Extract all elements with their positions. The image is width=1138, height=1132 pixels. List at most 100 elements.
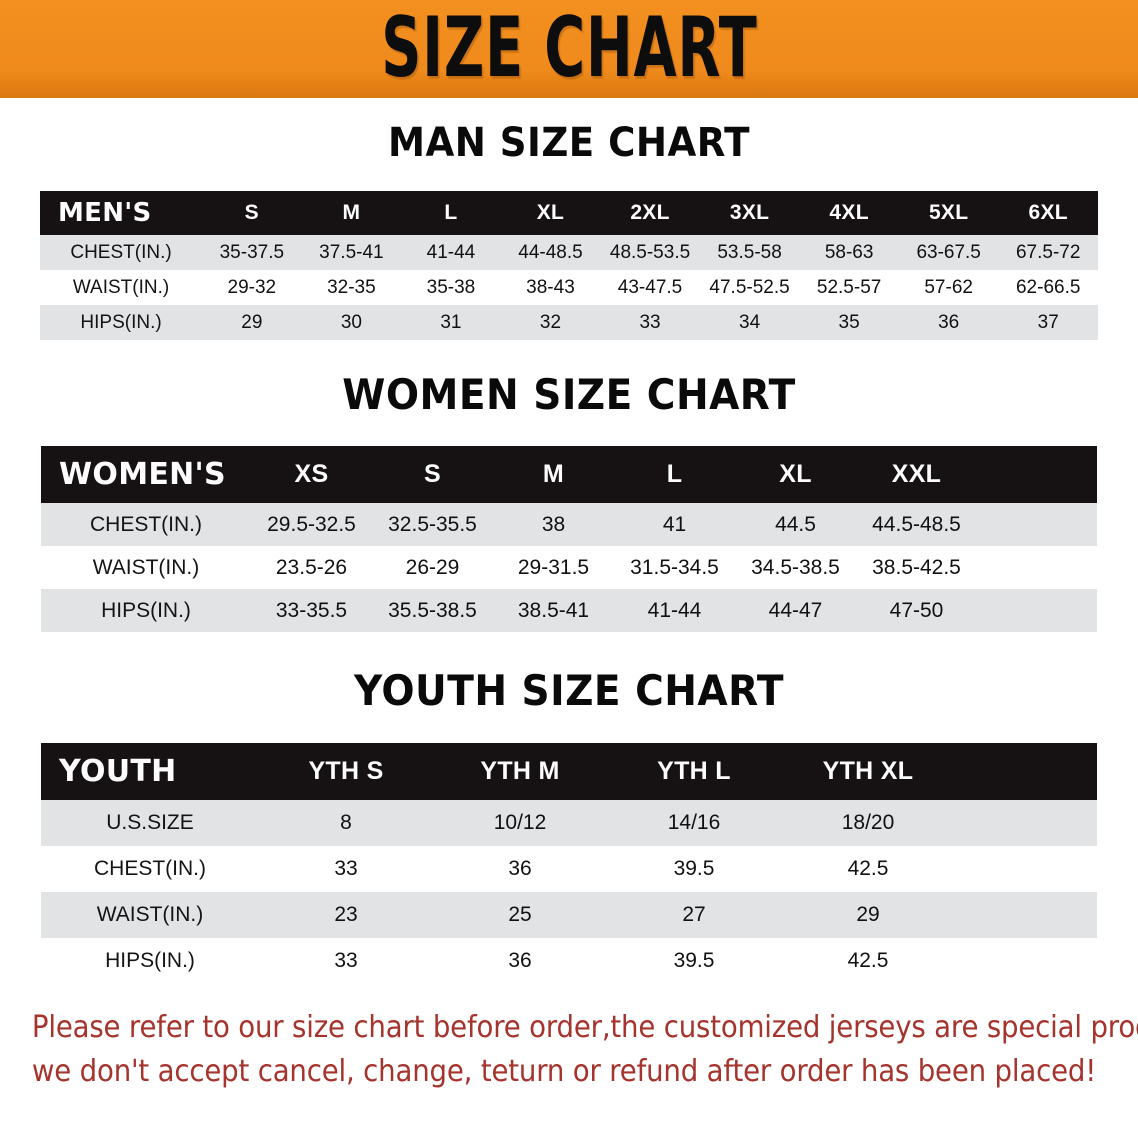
table-cell-spacer: [977, 546, 1097, 589]
table-cell: 62-66.5: [1015, 276, 1081, 298]
table-cell: 38-43: [526, 276, 575, 298]
table-cell: 36: [938, 311, 960, 333]
table-cell: 41: [662, 512, 687, 536]
man-section-title: MAN SIZE CHART: [388, 120, 750, 166]
table-cell: 41-44: [426, 241, 476, 263]
return-policy-line-1: Please refer to our size chart before or…: [31, 1010, 1138, 1045]
table-cell: 18/20: [841, 811, 895, 834]
table-cell: 33-35.5: [275, 598, 348, 622]
table-cell: 36: [508, 949, 532, 972]
women-size-table: WOMEN'S XS S M L XL XXL CHEST(IN.) 29.5-…: [41, 446, 1097, 632]
women-col-header-m: M: [542, 460, 565, 488]
youth-row-label-waist: WAIST(IN.): [96, 903, 204, 926]
table-cell-spacer: [955, 938, 1097, 984]
youth-row-label-chest: CHEST(IN.): [94, 857, 206, 880]
table-cell: 26-29: [405, 555, 460, 579]
table-cell: 32: [539, 311, 562, 333]
table-cell: 44-47: [768, 598, 823, 622]
table-cell: 67.5-72: [1015, 241, 1081, 263]
youth-col-header-m: YTH M: [480, 757, 560, 785]
page-banner: SIZE CHART: [0, 0, 1138, 98]
table-cell-spacer: [955, 800, 1097, 846]
table-cell: 35.5-38.5: [388, 598, 477, 622]
youth-size-chart-section: YOUTH SIZE CHART YOUTH YTH S YTH M YTH L…: [0, 666, 1138, 984]
youth-row-label-us-size: U.S.SIZE: [106, 811, 194, 834]
table-row: CHEST(IN.) 33 36 39.5 42.5: [41, 846, 1097, 892]
table-cell: 39.5: [673, 949, 715, 972]
women-col-header-xl: XL: [779, 460, 812, 488]
table-row: WAIST(IN.) 29-32 32-35 35-38 38-43 43-47…: [40, 270, 1098, 305]
table-cell: 34.5-38.5: [751, 555, 840, 579]
table-cell: 38.5-41: [517, 598, 590, 622]
table-row: WAIST(IN.) 23 25 27 29: [41, 892, 1097, 938]
table-cell: 44.5-48.5: [872, 512, 961, 536]
women-col-header-s: S: [424, 460, 441, 488]
man-col-header-xl: XL: [536, 201, 565, 224]
table-row: HIPS(IN.) 33 36 39.5 42.5: [41, 938, 1097, 984]
youth-section-title: YOUTH SIZE CHART: [353, 666, 785, 715]
table-cell: 35-37.5: [219, 241, 285, 263]
table-cell: 48.5-53.5: [609, 241, 691, 263]
youth-row-label-hips: HIPS(IN.): [105, 949, 195, 972]
table-cell: 29-31.5: [517, 555, 590, 579]
women-row-label-waist: WAIST(IN.): [92, 555, 200, 579]
man-size-chart-section: MAN SIZE CHART MEN'S S M L XL 2XL 3XL 4X…: [0, 120, 1138, 340]
table-cell: 35: [838, 311, 860, 333]
table-cell: 31: [440, 311, 462, 333]
table-cell: 42.5: [847, 949, 889, 972]
women-row-label-chest: CHEST(IN.): [90, 512, 202, 536]
man-col-header-4xl: 4XL: [829, 201, 869, 224]
return-policy-note: Please refer to our size chart before or…: [19, 1006, 1138, 1095]
man-col-header-l: L: [444, 201, 458, 224]
table-cell: 23: [334, 903, 358, 926]
women-corner-label: WOMEN'S: [59, 457, 226, 492]
table-row: U.S.SIZE 8 10/12 14/16 18/20: [41, 800, 1097, 846]
table-cell: 63-67.5: [916, 241, 981, 263]
table-cell: 42.5: [847, 857, 889, 880]
table-cell: 41-44: [647, 598, 702, 622]
table-cell: 8: [340, 811, 352, 834]
table-cell: 25: [508, 903, 532, 926]
man-table-header-row: MEN'S S M L XL 2XL 3XL 4XL 5XL 6XL: [40, 191, 1098, 235]
youth-col-header-l: YTH L: [657, 757, 731, 785]
man-row-label-chest: CHEST(IN.): [70, 241, 172, 263]
man-row-label-waist: WAIST(IN.): [72, 276, 170, 298]
table-cell: 44-48.5: [518, 241, 583, 263]
women-col-header-xxl: XXL: [891, 460, 942, 488]
women-row-label-hips: HIPS(IN.): [101, 598, 191, 622]
table-cell: 38: [541, 512, 566, 536]
table-cell: 33: [639, 311, 661, 333]
table-cell: 47-50: [889, 598, 944, 622]
women-section-title: WOMEN SIZE CHART: [342, 370, 796, 419]
table-cell: 30: [340, 311, 362, 333]
table-cell: 23.5-26: [275, 555, 348, 579]
youth-size-table: YOUTH YTH S YTH M YTH L YTH XL U.S.SIZE …: [41, 743, 1097, 984]
table-cell: 36: [508, 857, 532, 880]
table-row: HIPS(IN.) 33-35.5 35.5-38.5 38.5-41 41-4…: [41, 589, 1097, 632]
youth-corner-label: YOUTH: [59, 754, 177, 789]
man-col-header-6xl: 6XL: [1028, 201, 1068, 224]
table-cell-spacer: [955, 846, 1097, 892]
table-cell: 58-63: [824, 241, 874, 263]
table-cell: 39.5: [673, 857, 715, 880]
youth-col-header-xl: YTH XL: [822, 757, 914, 785]
table-row: CHEST(IN.) 35-37.5 37.5-41 41-44 44-48.5…: [40, 235, 1098, 270]
table-cell: 29: [241, 311, 263, 333]
women-col-header-l: L: [666, 460, 683, 488]
table-cell: 47.5-52.5: [709, 276, 790, 298]
table-cell: 37.5-41: [319, 241, 384, 263]
table-cell: 53.5-58: [717, 241, 782, 263]
man-corner-label: MEN'S: [58, 198, 152, 228]
women-table-header-row: WOMEN'S XS S M L XL XXL: [41, 446, 1097, 503]
table-cell: 38.5-42.5: [872, 555, 961, 579]
women-header-spacer: [977, 446, 1097, 503]
table-cell: 34: [739, 311, 761, 333]
table-cell: 10/12: [493, 811, 547, 834]
table-cell-spacer: [977, 589, 1097, 632]
table-cell: 31.5-34.5: [630, 555, 719, 579]
table-cell: 35-38: [426, 276, 476, 298]
table-cell: 29-32: [227, 276, 277, 298]
table-cell: 33: [334, 949, 358, 972]
table-cell-spacer: [955, 892, 1097, 938]
table-cell: 27: [682, 903, 706, 926]
